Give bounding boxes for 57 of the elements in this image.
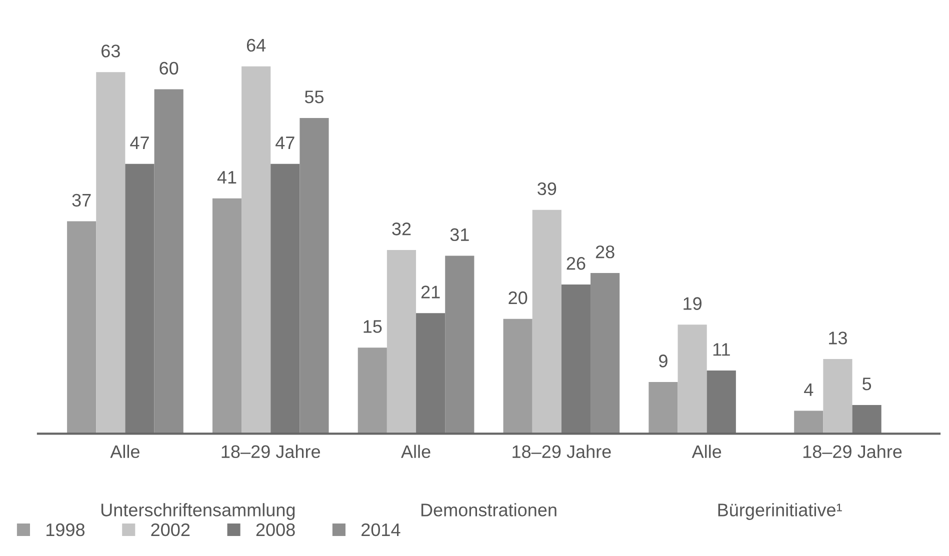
legend-label: 2008 bbox=[256, 523, 295, 536]
bar bbox=[67, 221, 96, 434]
bar bbox=[794, 410, 824, 434]
bar bbox=[242, 66, 271, 434]
data-label: 19 bbox=[684, 297, 702, 310]
bar bbox=[561, 284, 591, 434]
data-label: 47 bbox=[276, 136, 294, 150]
bar bbox=[823, 359, 852, 434]
bar bbox=[678, 324, 707, 434]
data-label: 21 bbox=[421, 286, 440, 298]
text: Bürgerinitiative¹ bbox=[718, 503, 842, 520]
data-label: 63 bbox=[102, 44, 120, 58]
bar bbox=[154, 89, 184, 434]
bar bbox=[125, 164, 154, 434]
bar bbox=[96, 72, 126, 434]
data-label: 37 bbox=[72, 194, 91, 207]
data-label: 15 bbox=[364, 320, 382, 333]
data-label: 55 bbox=[304, 90, 324, 104]
bar bbox=[300, 118, 329, 434]
data-label: 41 bbox=[217, 171, 236, 184]
data-label: 9 bbox=[659, 354, 668, 368]
bar bbox=[648, 382, 678, 434]
bar bbox=[358, 348, 387, 434]
bar bbox=[532, 210, 562, 434]
data-label: 60 bbox=[160, 62, 178, 75]
bar bbox=[270, 164, 300, 434]
data-label: 11 bbox=[713, 343, 730, 356]
data-label: 26 bbox=[566, 256, 586, 270]
x-tick-label: 18–29 Jahre bbox=[512, 444, 611, 458]
x-tick-label: Alle bbox=[692, 444, 722, 458]
text: Demonstrationen bbox=[421, 503, 556, 516]
bar bbox=[503, 318, 532, 434]
x-tick-label: Alle bbox=[401, 444, 430, 458]
bar bbox=[445, 256, 474, 434]
bar bbox=[852, 404, 882, 434]
text: Unterschriftensammlung bbox=[101, 503, 295, 520]
bar bbox=[386, 250, 416, 434]
data-label: 5 bbox=[862, 378, 872, 390]
bar bbox=[706, 370, 736, 434]
legend-label: 1998 bbox=[46, 523, 85, 536]
data-label: 39 bbox=[538, 182, 556, 196]
data-label: 13 bbox=[829, 332, 847, 344]
legend-label: 2002 bbox=[151, 523, 190, 536]
bar bbox=[590, 272, 620, 434]
data-label: 4 bbox=[804, 383, 814, 396]
data-label: 20 bbox=[508, 291, 528, 304]
x-tick-label: 18–29 Jahre bbox=[803, 444, 902, 458]
data-label: 28 bbox=[596, 245, 614, 258]
data-label: 64 bbox=[246, 38, 266, 52]
legend-label: 2014 bbox=[362, 523, 400, 536]
data-label: 31 bbox=[450, 228, 469, 242]
data-label: 47 bbox=[130, 136, 149, 150]
x-tick-label: 18–29 Jahre bbox=[222, 444, 320, 458]
data-label: 32 bbox=[392, 222, 411, 236]
bar bbox=[212, 198, 242, 434]
bar bbox=[416, 313, 446, 434]
x-tick-label: Alle bbox=[110, 444, 140, 458]
